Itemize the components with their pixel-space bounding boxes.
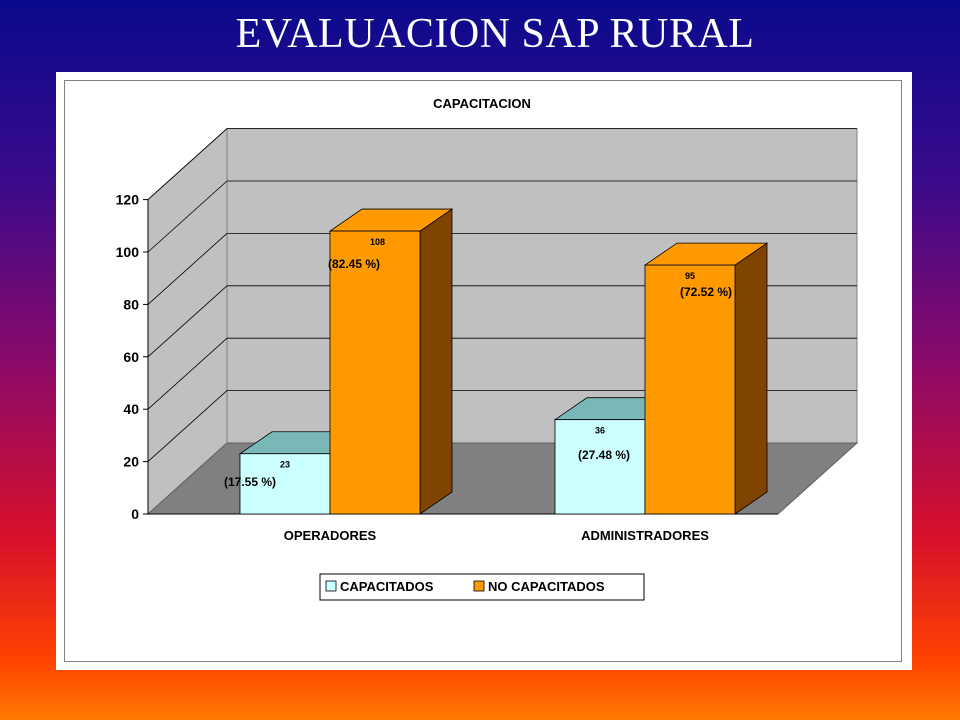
gridline-side (147, 233, 228, 305)
y-tick-label: 100 (116, 244, 140, 260)
percent-label-no-capacitados-operadores: (82.45 %) (328, 257, 380, 271)
data-label-capacitados-administradores: 36 (595, 426, 605, 436)
bar-capacitados-administradores (554, 419, 646, 515)
chart-title: CAPACITACION (433, 96, 531, 111)
chart-labels: 23 (17.55 %) 108 (82.45 %) OPERADORES 36 (27.4… (224, 237, 732, 543)
gridline-side (147, 128, 228, 200)
x-category-label-administradores: ADMINISTRADORES (581, 528, 709, 543)
chart-panel: CAPACITACION 0 20 40 60 80 100 120 23 (17.55 %)… (56, 72, 912, 670)
x-category-label-operadores: OPERADORES (284, 528, 377, 543)
percent-label-capacitados-operadores: (17.55 %) (224, 475, 276, 489)
percent-label-no-capacitados-administradores: (72.52 %) (680, 285, 732, 299)
legend-label-no-capacitados: NO CAPACITADOS (488, 579, 605, 594)
chart-frame (64, 80, 902, 662)
gridline-side (147, 390, 228, 462)
y-tick-label: 40 (123, 401, 139, 417)
data-label-capacitados-operadores: 23 (280, 460, 290, 470)
bar-side-no-capacitados-operadores (419, 208, 453, 515)
gridline-side (147, 180, 228, 253)
legend-swatch-no-capacitados (473, 580, 485, 592)
chart-legend: CAPACITADOS NO CAPACITADOS (319, 573, 645, 601)
y-tick-label: 60 (123, 349, 139, 365)
bar-no-capacitados-administradores (644, 264, 736, 515)
percent-label-capacitados-administradores: (27.48 %) (578, 448, 630, 462)
chart-bars (238, 208, 769, 515)
legend-swatch-capacitados (325, 580, 337, 592)
gridline-side (147, 285, 228, 358)
bar-no-capacitados-operadores (329, 230, 421, 515)
legend-label-capacitados: CAPACITADOS (340, 579, 434, 594)
data-label-no-capacitados-operadores: 108 (370, 237, 385, 247)
bar-side-no-capacitados-administradores (734, 242, 768, 515)
y-tick-label: 20 (123, 454, 139, 470)
y-tick-label: 80 (123, 296, 139, 312)
gridline-side (147, 337, 228, 410)
y-tick-label: 0 (131, 506, 139, 522)
data-label-no-capacitados-administradores: 95 (685, 271, 695, 281)
bar-chart: CAPACITACION 0 20 40 60 80 100 120 23 (17.55 %)… (116, 96, 859, 601)
slide-title: EVALUACION SAP RURAL (235, 11, 755, 57)
y-tick-label: 120 (116, 192, 140, 208)
